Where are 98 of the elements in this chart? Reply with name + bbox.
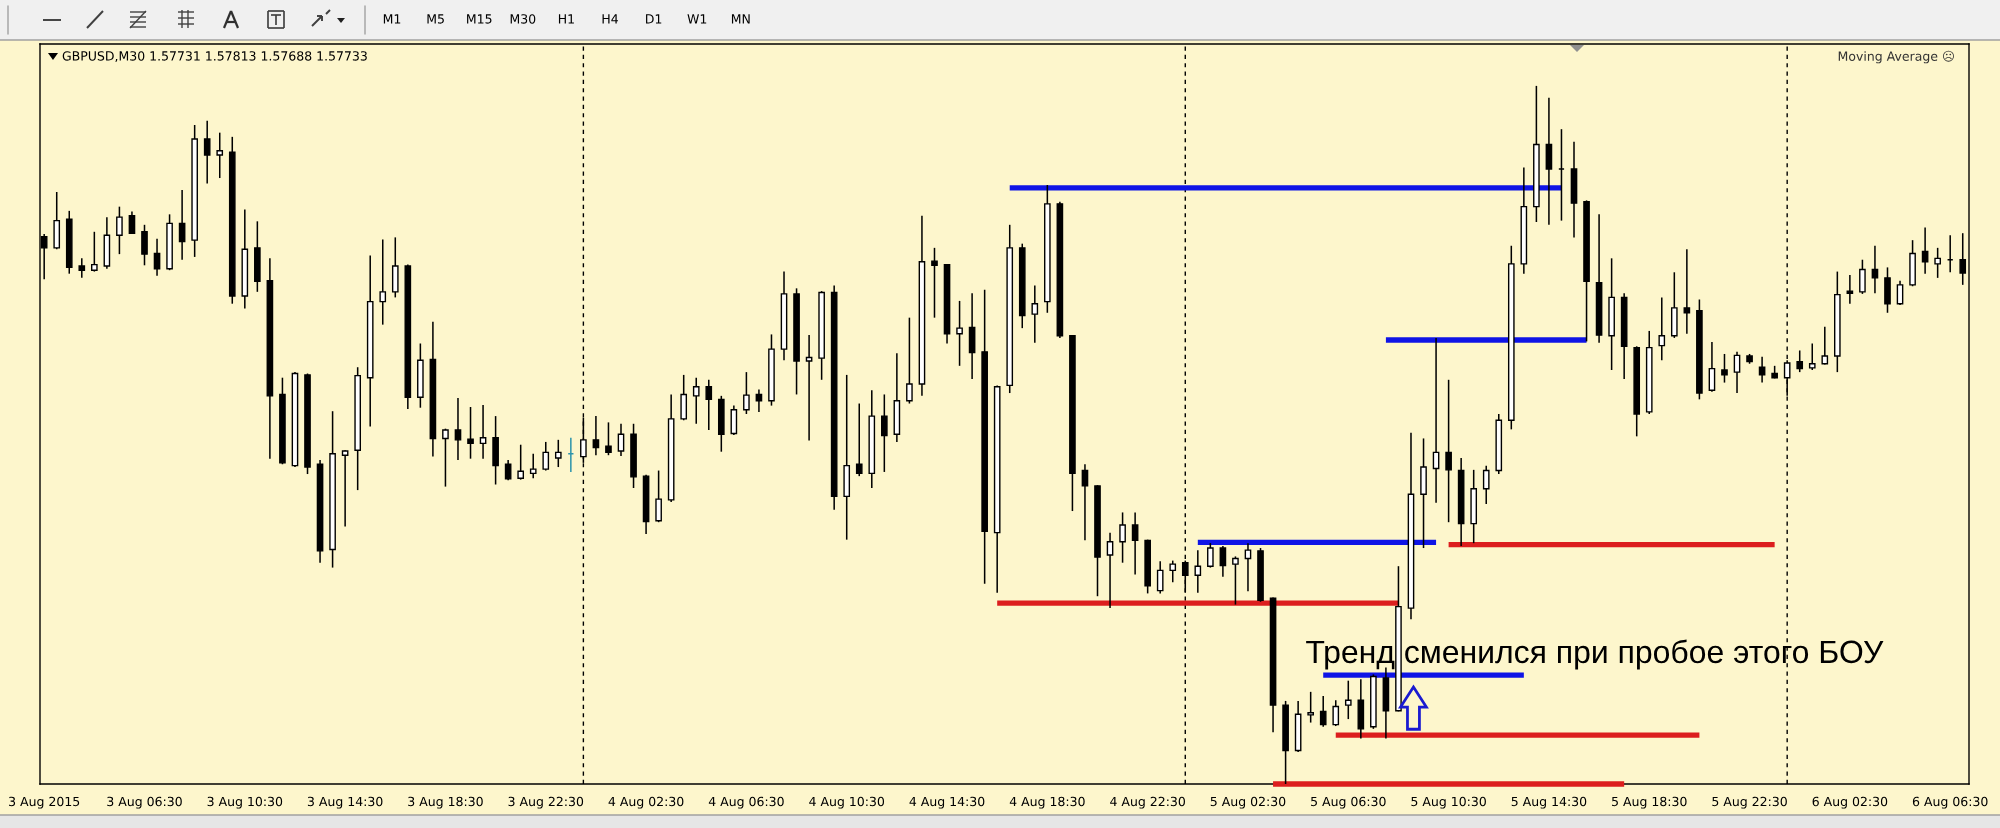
candlestick xyxy=(1106,531,1114,609)
candlestick xyxy=(203,120,211,185)
text: M30 xyxy=(510,14,536,24)
text: M5 xyxy=(427,14,444,24)
candlestick xyxy=(1821,325,1829,366)
annotation: Тренд сменился при пробое этого БОУ xyxy=(1306,639,1884,670)
x-tick-label: 5 Aug 02:30 xyxy=(1210,796,1286,809)
candlestick xyxy=(655,469,662,523)
candlestick xyxy=(91,231,98,273)
text: M1 xyxy=(383,14,401,24)
candlestick xyxy=(479,404,487,460)
candlestick xyxy=(1119,511,1126,564)
candlestick xyxy=(705,379,713,431)
text: Moving Average ☹ xyxy=(1838,50,1954,64)
candlestick xyxy=(1319,695,1327,728)
candlestick xyxy=(1896,279,1904,306)
candlestick xyxy=(1131,511,1139,576)
candlestick xyxy=(1959,232,1967,286)
x-tick-label: 4 Aug 18:30 xyxy=(1009,796,1085,809)
text: H4 xyxy=(602,14,618,24)
candlestick xyxy=(116,205,123,255)
candlestick xyxy=(1482,464,1490,505)
candlestick xyxy=(1169,559,1177,584)
candlestick xyxy=(1344,679,1352,720)
candlestick xyxy=(1658,296,1666,362)
candlestick xyxy=(1733,351,1741,394)
candlestick xyxy=(517,443,525,481)
candlestick xyxy=(216,131,224,179)
candlestick xyxy=(341,449,349,528)
candlestick xyxy=(906,316,913,405)
candlestick xyxy=(1181,559,1189,594)
candlestick xyxy=(1194,549,1202,594)
x-tick-label: 5 Aug 18:30 xyxy=(1612,796,1687,809)
candlestick xyxy=(1796,349,1804,373)
candlestick xyxy=(467,406,474,460)
x-tick-label: 3 Aug 22:30 xyxy=(508,796,584,809)
candlestick xyxy=(1219,545,1227,578)
text: D1 xyxy=(646,14,662,24)
candlestick xyxy=(956,300,963,367)
candlestick xyxy=(128,210,136,235)
candlestick xyxy=(1758,355,1766,384)
candlestick xyxy=(617,423,625,457)
x-tick-label: 4 Aug 06:30 xyxy=(708,796,784,809)
candlestick xyxy=(78,257,86,279)
x-tick-label: 3 Aug 10:30 xyxy=(207,796,283,809)
text: M15 xyxy=(467,14,492,24)
candlestick xyxy=(605,421,612,456)
candlestick xyxy=(692,376,700,425)
x-tick-label: 6 Aug 02:30 xyxy=(1812,796,1888,809)
candlestick xyxy=(141,224,148,267)
candlestick xyxy=(529,453,537,479)
candlestick xyxy=(805,334,813,442)
text: W1 xyxy=(687,14,707,24)
x-tick-label: 4 Aug 22:30 xyxy=(1110,796,1185,809)
candlestick xyxy=(1708,341,1716,393)
candlestick xyxy=(743,371,750,415)
text: MN xyxy=(731,14,750,24)
candlestick xyxy=(931,247,938,319)
candlestick xyxy=(379,238,387,326)
candlestick xyxy=(1846,274,1854,305)
candlestick xyxy=(542,441,550,472)
candlestick xyxy=(554,439,562,468)
candlestick xyxy=(1808,342,1816,371)
candlestick xyxy=(730,404,738,436)
x-tick-label: 3 Aug 2015 xyxy=(9,796,80,809)
x-tick-label: 4 Aug 10:30 xyxy=(809,796,885,809)
candlestick xyxy=(1081,463,1089,542)
candlestick xyxy=(1232,555,1239,606)
chart-title: GBPUSD,M30 1.57731 1.57813 1.57688 1.57733 xyxy=(62,51,367,62)
candlestick xyxy=(1445,379,1452,523)
candlestick xyxy=(881,393,888,473)
candlestick xyxy=(454,397,462,461)
candlestick xyxy=(442,427,449,488)
candlestick xyxy=(1307,691,1315,724)
x-tick-label: 6 Aug 06:30 xyxy=(1912,796,1988,809)
candlestick xyxy=(1934,247,1941,279)
x-tick-label: 4 Aug 02:30 xyxy=(608,796,684,809)
candlestick xyxy=(1921,226,1929,275)
candlestick xyxy=(592,415,600,456)
x-tick-label: 3 Aug 14:30 xyxy=(307,796,383,809)
x-tick-label: 4 Aug 14:30 xyxy=(909,796,985,809)
x-tick-label: 5 Aug 14:30 xyxy=(1511,796,1587,809)
candlestick xyxy=(1332,699,1340,727)
candlestick xyxy=(1859,258,1866,295)
candlestick xyxy=(1721,353,1728,384)
candlestick xyxy=(1031,284,1039,344)
x-tick-label: 3 Aug 18:30 xyxy=(408,796,483,809)
x-tick-label: 3 Aug 06:30 xyxy=(107,796,182,809)
candlestick xyxy=(855,402,863,477)
candlestick xyxy=(1871,244,1879,294)
candlestick xyxy=(1683,248,1691,335)
candlestick xyxy=(1207,542,1214,569)
candlestick xyxy=(1156,560,1164,595)
text: H1 xyxy=(558,14,574,24)
x-tick-label: 5 Aug 10:30 xyxy=(1411,796,1486,809)
x-tick-label: 5 Aug 06:30 xyxy=(1311,796,1386,809)
candlestick xyxy=(1244,542,1252,593)
x-tick-label: 5 Aug 22:30 xyxy=(1712,796,1787,809)
